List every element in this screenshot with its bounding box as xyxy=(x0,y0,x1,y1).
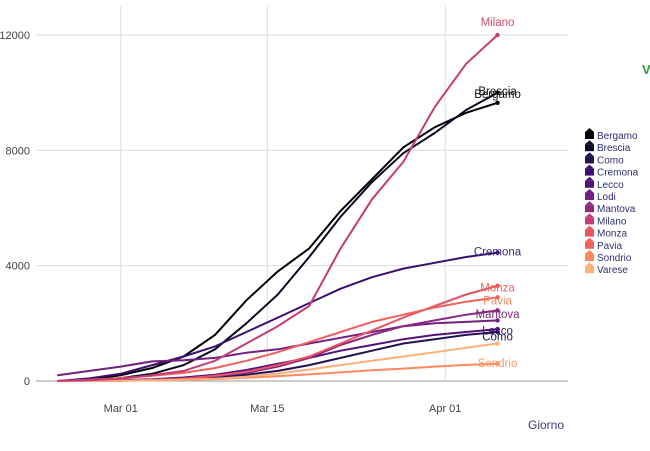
y-tick-label: 0 xyxy=(24,376,30,388)
legend-swatch xyxy=(585,217,594,225)
legend-item-bergamo: Bergamo xyxy=(585,128,638,142)
legend-swatch-roof xyxy=(585,152,594,157)
legend-swatch xyxy=(585,205,594,213)
series-line-brescia xyxy=(57,91,499,382)
legend-swatch xyxy=(585,132,594,139)
end-label-mantova: Mantova xyxy=(475,309,520,321)
legend-swatch-roof xyxy=(585,250,594,254)
legend-item-monza: Monza xyxy=(585,225,627,240)
end-label-brescia: Brescia xyxy=(478,86,517,98)
chart-series-lines xyxy=(57,32,500,382)
series-end-marker-cremona xyxy=(495,250,500,255)
legend-swatch xyxy=(585,156,594,164)
end-label-pavia: Pavia xyxy=(483,295,512,307)
legend-item-pavia: Pavia xyxy=(585,237,622,252)
legend-label: Bergamo xyxy=(597,131,638,142)
series-end-marker-bergamo xyxy=(495,100,500,105)
legend-item-cremona: Cremona xyxy=(585,164,639,179)
legend-swatch-roof xyxy=(585,237,594,242)
series-end-marker-brescia xyxy=(495,90,500,95)
legend-swatch xyxy=(585,266,594,274)
legend-swatch-roof xyxy=(585,176,594,181)
series-line-varese xyxy=(57,342,499,382)
legend-swatch xyxy=(585,168,594,176)
legend-swatch-roof xyxy=(585,262,594,267)
y-tick-label: 12000 xyxy=(0,30,30,42)
legend-item-lecco: Lecco xyxy=(585,176,624,191)
series-end-marker-varese xyxy=(495,341,500,346)
cropped-edge-text: V xyxy=(642,62,650,77)
series-end-marker-monza xyxy=(495,283,500,289)
legend-label: Milano xyxy=(597,216,627,227)
legend-swatch xyxy=(585,229,594,237)
legend-swatch-roof xyxy=(585,225,594,230)
series-line-cremona xyxy=(57,251,499,382)
legend-swatch xyxy=(585,241,594,249)
legend-swatch-roof xyxy=(585,189,594,193)
legend-label: Monza xyxy=(597,229,627,240)
y-tick-label: 8000 xyxy=(6,145,30,157)
legend-swatch-roof xyxy=(585,140,594,145)
legend-label: Cremona xyxy=(597,168,639,179)
legend-label: Como xyxy=(597,155,624,166)
legend-item-brescia: Brescia xyxy=(585,140,631,154)
legend-swatch xyxy=(585,254,594,261)
legend-item-sondrio: Sondrio xyxy=(585,250,632,264)
legend-swatch xyxy=(585,144,594,152)
series-end-marker-sondrio xyxy=(495,361,500,366)
x-tick-label: Mar 01 xyxy=(104,403,138,415)
x-axis-title: Giorno xyxy=(528,418,564,432)
legend-swatch xyxy=(585,180,594,188)
series-end-marker-milano xyxy=(495,32,500,38)
end-label-como: Como xyxy=(482,331,513,343)
legend-item-mantova: Mantova xyxy=(585,201,636,215)
legend-label: Brescia xyxy=(597,143,631,154)
series-end-marker-pavia xyxy=(495,295,500,300)
end-label-lecco: Lecco xyxy=(482,326,513,338)
legend-item-lodi: Lodi xyxy=(585,189,616,203)
legend-label: Mantova xyxy=(597,204,636,215)
legend-swatch-roof xyxy=(585,128,594,132)
series-line-milano xyxy=(57,34,499,382)
legend-swatch-roof xyxy=(585,201,594,206)
legend-item-milano: Milano xyxy=(585,213,627,227)
legend-label: Pavia xyxy=(597,241,622,252)
end-label-monza: Monza xyxy=(480,282,515,294)
legend-item-varese: Varese xyxy=(585,262,628,276)
end-label-bergamo: Bergamo xyxy=(474,89,521,101)
series-end-marker-lodi xyxy=(495,318,500,323)
legend-swatch-roof xyxy=(585,213,594,218)
chart-tick-labels: 0 4000 8000 12000 Mar 01 Mar 15 Apr 01 xyxy=(0,30,461,415)
end-label-cremona: Cremona xyxy=(474,246,522,258)
legend-item-como: Como xyxy=(585,152,624,166)
legend-swatch-roof xyxy=(585,164,594,169)
series-end-marker-lecco xyxy=(495,326,500,332)
end-label-sondrio: Sondrio xyxy=(478,358,518,370)
legend-label: Lodi xyxy=(597,192,616,203)
series-line-lodi xyxy=(57,319,499,377)
chart-grid xyxy=(36,6,568,382)
y-tick-label: 4000 xyxy=(6,261,30,273)
x-tick-label: Apr 01 xyxy=(429,403,461,415)
legend-label: Sondrio xyxy=(597,253,632,264)
end-label-milano: Milano xyxy=(481,17,515,29)
legend-label: Varese xyxy=(597,265,628,276)
series-line-bergamo xyxy=(57,101,499,382)
legend-label: Lecco xyxy=(597,180,624,191)
series-end-marker-mantova xyxy=(495,308,500,313)
legend-swatch xyxy=(585,193,594,200)
x-tick-label: Mar 15 xyxy=(250,403,284,415)
